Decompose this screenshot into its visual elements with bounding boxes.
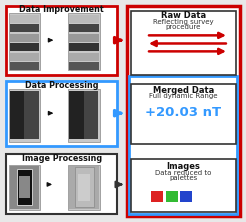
Bar xyxy=(6,154,117,214)
Bar xyxy=(10,53,39,61)
Bar xyxy=(131,159,236,212)
Bar xyxy=(19,176,30,198)
Bar xyxy=(166,191,178,202)
Bar xyxy=(16,169,32,205)
Bar xyxy=(10,24,39,32)
Text: Merged Data: Merged Data xyxy=(153,86,214,95)
Bar xyxy=(78,174,91,201)
Text: procedure: procedure xyxy=(166,24,201,30)
Text: Images: Images xyxy=(166,163,200,171)
Bar xyxy=(9,89,40,142)
Text: Image Processing: Image Processing xyxy=(22,154,102,163)
Bar xyxy=(84,91,98,139)
Bar xyxy=(69,43,99,52)
Bar xyxy=(10,62,39,70)
Bar xyxy=(9,165,40,210)
Bar xyxy=(10,43,39,52)
Bar xyxy=(69,24,99,32)
Text: Reflecting survey: Reflecting survey xyxy=(153,19,214,25)
Text: Data Improvement: Data Improvement xyxy=(19,5,104,14)
Text: Data reduced to: Data reduced to xyxy=(155,170,212,176)
Bar xyxy=(129,76,237,214)
Bar xyxy=(151,191,163,202)
Bar xyxy=(68,14,100,70)
Bar xyxy=(180,191,192,202)
Bar xyxy=(75,167,93,207)
Bar xyxy=(131,84,236,144)
Bar xyxy=(10,15,39,23)
Bar xyxy=(69,53,99,61)
Bar xyxy=(69,62,99,70)
Bar xyxy=(68,89,100,142)
Bar xyxy=(10,34,39,42)
Bar xyxy=(131,11,236,75)
Text: palettes: palettes xyxy=(169,175,198,181)
Text: Raw Data: Raw Data xyxy=(161,11,206,20)
Bar xyxy=(69,34,99,42)
Bar xyxy=(68,165,100,210)
Bar xyxy=(127,6,240,216)
Bar xyxy=(69,15,99,23)
Text: Full dynamic Range: Full dynamic Range xyxy=(149,93,217,99)
Bar xyxy=(6,6,117,75)
Bar xyxy=(9,14,40,70)
Bar xyxy=(69,91,84,139)
Bar xyxy=(10,91,24,139)
Bar xyxy=(6,81,117,146)
Bar xyxy=(25,91,39,139)
Text: +20.03 nT: +20.03 nT xyxy=(145,106,221,119)
Text: Data Processing: Data Processing xyxy=(25,81,98,90)
Bar xyxy=(10,166,39,208)
Bar xyxy=(69,166,99,208)
